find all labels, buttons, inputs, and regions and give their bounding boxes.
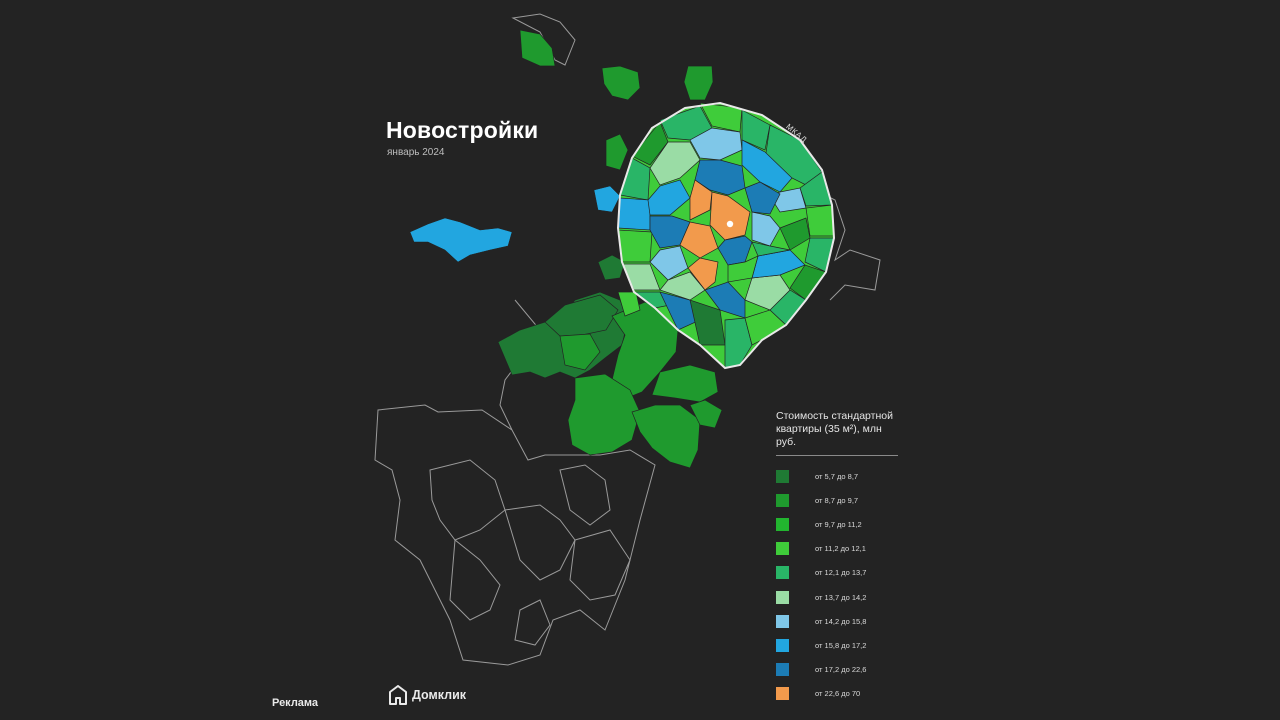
legend-item: от 15,8 до 17,2: [776, 633, 898, 657]
kremlin-marker: [726, 220, 734, 228]
legend-label: от 13,7 до 14,2: [815, 592, 867, 602]
legend-item: от 13,7 до 14,2: [776, 585, 898, 609]
legend-item: от 5,7 до 8,7: [776, 464, 898, 488]
price-legend: Стоимость стандартной квартиры (35 м²), …: [776, 410, 898, 706]
new-moscow-outline: [374, 13, 881, 666]
legend-label: от 14,2 до 15,8: [815, 616, 867, 626]
mkad-ring: [616, 101, 836, 370]
legend-item: от 17,2 до 22,6: [776, 658, 898, 682]
legend-label: от 17,2 до 22,6: [815, 665, 867, 675]
legend-item: от 8,7 до 9,7: [776, 488, 898, 512]
page-title: Новостройки: [386, 117, 539, 143]
legend-item: от 12,1 до 13,7: [776, 561, 898, 585]
legend-item: от 22,6 до 70: [776, 682, 898, 706]
legend-title: Стоимость стандартной квартиры (35 м²), …: [776, 410, 898, 456]
legend-swatch: [776, 469, 789, 483]
legend-swatch: [776, 614, 789, 628]
ad-label: Реклама: [272, 697, 319, 709]
legend-swatch: [776, 517, 789, 531]
west-enclaves: [409, 185, 621, 263]
brand-name: Домклик: [412, 688, 467, 702]
legend-swatch: [776, 590, 789, 604]
legend-swatch: [776, 493, 789, 507]
brand-logo: Домклик: [389, 685, 466, 705]
legend-label: от 15,8 до 17,2: [815, 640, 867, 650]
legend-swatch: [776, 638, 789, 652]
legend-swatch: [776, 663, 789, 677]
legend-item: от 14,2 до 15,8: [776, 609, 898, 633]
south-west-districts: [497, 29, 723, 469]
legend-label: от 12,1 до 13,7: [815, 568, 867, 578]
legend-swatch: [776, 566, 789, 580]
legend-label: от 11,2 до 12,1: [815, 544, 866, 554]
legend-item: от 9,7 до 11,2: [776, 512, 898, 536]
moscow-city-districts: [617, 102, 835, 369]
legend-swatch: [776, 542, 789, 556]
legend-swatch: [776, 687, 789, 701]
legend-label: от 8,7 до 9,7: [815, 495, 859, 505]
legend-label: от 5,7 до 8,7: [815, 471, 859, 481]
legend-item: от 11,2 до 12,1: [776, 537, 898, 561]
house-logo-icon: [389, 685, 407, 705]
legend-label: от 22,6 до 70: [815, 689, 861, 699]
legend-list: от 5,7 до 8,7 от 8,7 до 9,7 от 9,7 до 11,2…: [776, 464, 898, 706]
legend-label: от 9,7 до 11,2: [815, 519, 862, 529]
page-subtitle: январь 2024: [387, 147, 445, 158]
